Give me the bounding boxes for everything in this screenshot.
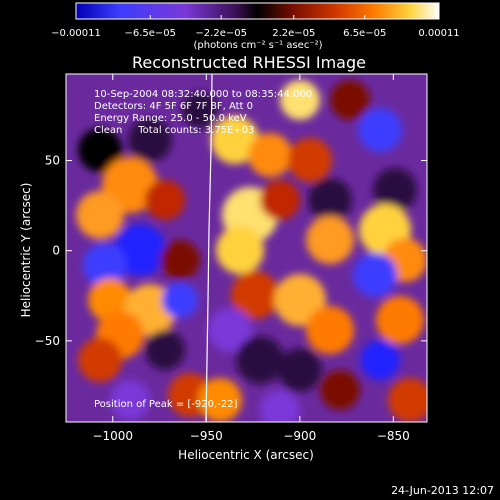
heatmap-blob: [78, 338, 122, 382]
heatmap-blob: [306, 306, 354, 354]
plot-frame: [65, 73, 428, 423]
heatmap-blob: [373, 168, 417, 212]
heatmap-blob: [114, 224, 166, 276]
heatmap-blob: [216, 226, 264, 274]
heatmap-blob: [231, 271, 279, 319]
heatmap-blob: [388, 378, 427, 422]
colorbar-tick-label: 6.5e−05: [343, 28, 386, 39]
x-axis-label: Heliocentric X (arcsec): [178, 448, 314, 462]
heatmap-blob: [78, 128, 122, 172]
heatmap-blob: [76, 191, 124, 239]
heatmap-blob: [236, 336, 284, 384]
heatmap-blob: [160, 240, 200, 280]
colorbar-tick-label: 0.00011: [418, 28, 459, 39]
y-axis: −50 0 50: [35, 154, 427, 348]
colorbar-tick-label: −2.2e−05: [195, 28, 247, 39]
heatmap-blob: [306, 216, 354, 264]
x-tick-label: −900: [283, 429, 316, 443]
y-tick-label: 0: [52, 244, 60, 258]
heatmap-blob: [330, 80, 370, 120]
colorbar-ticks: −0.00011 −6.5e−05 −2.2e−05 2.2e−05 6.5e−05 0.…: [51, 15, 460, 39]
x-tick-label: −1000: [92, 429, 133, 443]
heatmap-blob: [353, 253, 397, 297]
colorbar-unit-label: (photons cm⁻² s⁻¹ asec⁻²): [193, 40, 322, 51]
heatmap-blob: [358, 108, 402, 152]
x-tick-label: −850: [377, 429, 410, 443]
heatmap-blob: [360, 340, 400, 380]
heatmap-blob: [308, 178, 352, 222]
colorbar-tick-label: 2.2e−05: [272, 28, 315, 39]
heatmap-blob: [248, 133, 292, 177]
heatmap-image: [66, 74, 427, 422]
annotation-peak: Position of Peak = [-920,-22]: [94, 399, 238, 410]
y-tick-label: 50: [45, 154, 60, 168]
annotation-time: 10-Sep-2004 08:32:40.000 to 08:35:44.000: [94, 89, 312, 100]
chart-title: Reconstructed RHESSI Image: [132, 53, 366, 72]
y-tick-label: −50: [35, 334, 60, 348]
annotation-clean: Clean Total counts: 3.75E+03: [94, 125, 254, 136]
x-axis: −1000 −950 −900 −850: [92, 74, 410, 443]
x-tick-label: −950: [190, 429, 223, 443]
heatmap-blob: [110, 380, 150, 420]
heatmap-blob: [274, 274, 326, 326]
y-axis-label: Heliocentric Y (arcsec): [19, 183, 33, 318]
heatmap-blob: [128, 118, 172, 162]
heatmap-blob: [145, 180, 185, 220]
heatmap-blob: [145, 330, 185, 370]
timestamp: 24-Jun-2013 12:07: [391, 484, 494, 497]
heatmap-blob: [162, 282, 198, 318]
heatmap-blob: [376, 296, 424, 344]
heatmap-blob: [83, 243, 127, 287]
heatmap-blob: [320, 370, 360, 410]
heatmap-blob: [88, 278, 132, 322]
heatmap-blob: [280, 80, 320, 120]
heatmap-blob: [278, 348, 322, 392]
heatmap-blob: [208, 308, 252, 352]
heatmap-blob: [198, 378, 242, 422]
limb-line: [205, 74, 213, 422]
colorbar: [75, 2, 440, 20]
annotation-energy: Energy Range: 25.0 - 50.0 keV: [94, 113, 247, 124]
annotation-detectors: Detectors: 4F 5F 6F 7F 8F, Att 0: [94, 101, 253, 112]
colorbar-tick-label: −0.00011: [51, 28, 101, 39]
colorbar-tick-label: −6.5e−05: [124, 28, 176, 39]
heatmap-blob: [260, 390, 300, 422]
heatmap-blob: [182, 92, 218, 128]
heatmap-blob: [211, 116, 259, 164]
heatmap-blob: [260, 180, 300, 220]
heatmap-blob: [288, 138, 332, 182]
